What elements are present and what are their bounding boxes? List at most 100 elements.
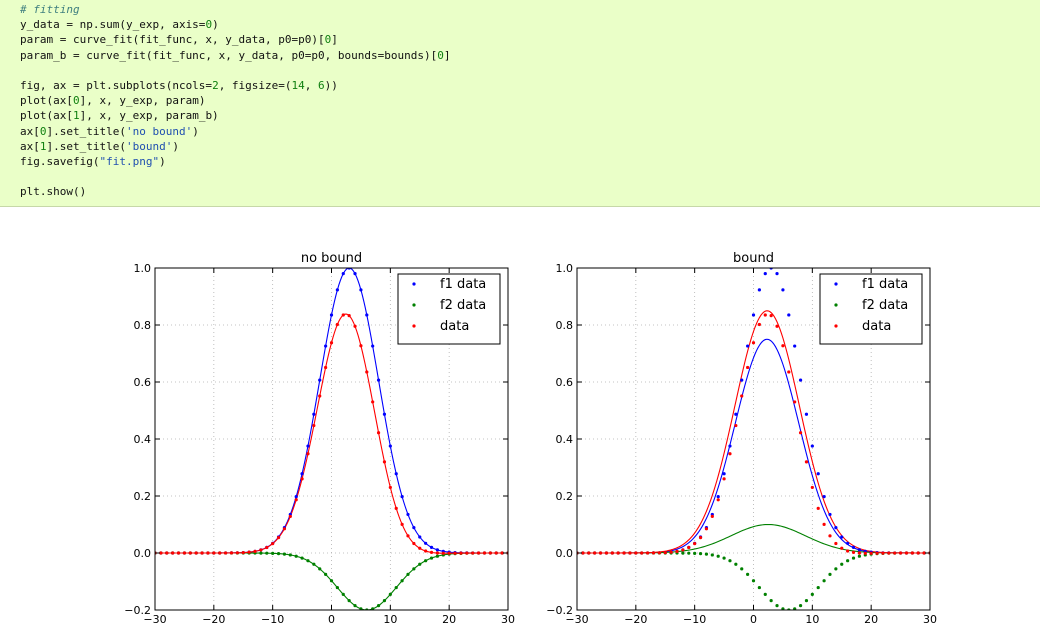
code-token: param = curve_fit(fit_func, x, y_data, p… xyxy=(20,33,325,47)
data-point xyxy=(294,498,298,502)
data-point xyxy=(893,551,897,555)
data-point xyxy=(804,412,809,416)
x-tick-label: 30 xyxy=(923,613,937,626)
data-point xyxy=(176,551,181,555)
data-point xyxy=(371,607,375,610)
data-point xyxy=(734,423,738,428)
data-point xyxy=(828,534,832,538)
data-point xyxy=(604,551,609,555)
y-tick-label: 0.8 xyxy=(134,319,152,332)
data-point xyxy=(288,553,292,557)
data-point xyxy=(857,548,862,552)
data-point xyxy=(746,344,750,348)
data-point xyxy=(300,556,304,560)
data-point xyxy=(798,604,803,608)
y-tick-label: −0.2 xyxy=(124,604,151,617)
data-point xyxy=(306,444,310,448)
legend-label: f1 data xyxy=(862,277,908,292)
data-point xyxy=(165,551,169,555)
data-point xyxy=(787,313,791,317)
x-tick-label: 10 xyxy=(383,613,397,626)
subplot-no-bound: −30 −20 −10 0 10 20 30 −0.2 0.0 0.2 0.4 0.6 0.8 1.0 no… xyxy=(124,251,515,626)
code-token: 'bound' xyxy=(125,139,173,153)
data-point xyxy=(424,559,428,563)
data-point xyxy=(406,572,410,576)
data-point xyxy=(675,549,679,553)
code-token: y_data = np.sum(y_exp, axis= xyxy=(20,18,206,32)
code-line: ​ xyxy=(20,63,1040,78)
chart-title: no bound xyxy=(301,251,362,266)
data-point xyxy=(693,542,697,546)
data-point xyxy=(188,551,192,555)
data-point xyxy=(716,554,720,558)
data-point xyxy=(840,562,844,566)
data-point xyxy=(657,551,661,555)
code-token: ].set_title( xyxy=(46,139,126,153)
data-point xyxy=(271,551,275,555)
data-point xyxy=(400,522,404,526)
data-point xyxy=(359,344,363,348)
data-point xyxy=(488,551,492,555)
code-line: # fitting xyxy=(20,2,1040,17)
data-point xyxy=(365,370,369,374)
code-editor[interactable]: # fitting y_data = np.sum(y_exp, axis=0) p… xyxy=(0,0,1040,199)
data-point xyxy=(265,551,269,555)
data-point xyxy=(834,526,838,530)
code-cell[interactable]: # fitting y_data = np.sum(y_exp, axis=0) p… xyxy=(0,0,1040,207)
data-point xyxy=(810,444,814,448)
data-point xyxy=(241,550,245,555)
data-point xyxy=(418,546,422,550)
data-point xyxy=(229,551,234,555)
code-line: plot(ax[0], x, y_exp, param) xyxy=(20,93,1040,108)
data-point xyxy=(482,551,487,555)
code-token: "fit.png" xyxy=(99,154,160,168)
code-token: plot(ax[ xyxy=(20,109,73,123)
code-token: ], x, y_exp, param_b) xyxy=(79,109,219,123)
data-point xyxy=(634,551,638,555)
legend-marker xyxy=(412,282,416,286)
data-point xyxy=(329,341,334,345)
data-point xyxy=(793,344,797,348)
data-point xyxy=(341,272,345,276)
data-point xyxy=(875,551,879,555)
legend: f1 data f2 data data xyxy=(819,273,923,345)
data-point xyxy=(734,412,738,416)
code-token: ) xyxy=(212,18,219,32)
data-point xyxy=(471,551,475,555)
data-point xyxy=(775,324,779,328)
x-tick-label: 0 xyxy=(750,613,757,626)
code-token: ) xyxy=(159,154,166,168)
x-tick-label: −30 xyxy=(565,613,588,626)
data-point xyxy=(869,551,873,555)
data-point xyxy=(781,607,785,610)
data-point xyxy=(587,551,591,555)
data-point xyxy=(412,541,416,546)
data-point xyxy=(406,534,410,538)
data-point xyxy=(757,322,761,327)
code-token: 1 xyxy=(39,139,47,153)
data-point xyxy=(424,549,428,553)
data-point xyxy=(182,551,187,555)
data-point xyxy=(810,485,814,490)
data-point xyxy=(816,506,820,510)
data-point xyxy=(851,550,856,555)
data-point xyxy=(418,562,422,566)
data-point xyxy=(388,485,392,490)
data-point xyxy=(259,548,263,552)
y-tick-label: 1.0 xyxy=(134,262,152,275)
code-token: 0 xyxy=(205,18,213,32)
data-point xyxy=(212,551,216,555)
data-point xyxy=(746,572,750,576)
data-point xyxy=(200,551,204,555)
legend-label: f1 data xyxy=(440,277,486,292)
data-point xyxy=(840,546,844,550)
data-point xyxy=(371,400,375,404)
data-point xyxy=(687,551,691,555)
y-tick-label: 0.0 xyxy=(556,547,574,560)
data-point xyxy=(728,559,732,563)
data-point xyxy=(581,551,585,555)
data-point xyxy=(341,592,345,596)
data-point xyxy=(810,592,814,596)
code-token: ].set_title( xyxy=(46,124,126,138)
data-point xyxy=(698,536,703,540)
